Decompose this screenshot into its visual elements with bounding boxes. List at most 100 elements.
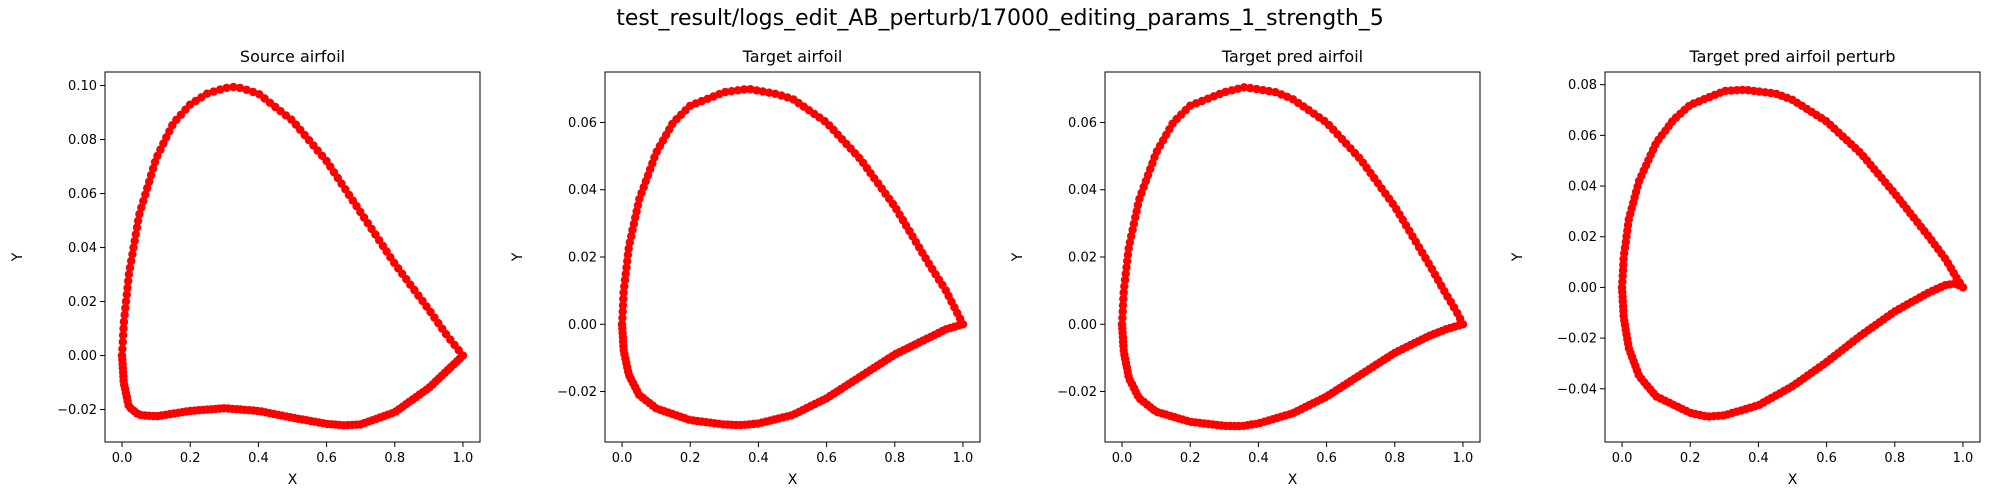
x-axis-label: X bbox=[1288, 472, 1298, 488]
x-tick-label: 1.0 bbox=[1953, 451, 1974, 466]
x-tick-label: 0.8 bbox=[1884, 451, 1905, 466]
y-tick-label: 0.02 bbox=[1068, 251, 1097, 266]
data-point bbox=[619, 288, 628, 297]
data-point bbox=[1118, 301, 1128, 310]
data-point bbox=[624, 244, 633, 253]
y-tick-label: 0.06 bbox=[68, 187, 97, 202]
x-tick-label: 0.8 bbox=[384, 451, 405, 466]
chart-title: Target pred airfoil perturb bbox=[1688, 47, 1895, 66]
data-point bbox=[118, 337, 128, 347]
data-point bbox=[132, 223, 142, 232]
figure-title: test_result/logs_edit_AB_perturb/17000_e… bbox=[616, 6, 1384, 31]
chart-title: Source airfoil bbox=[240, 47, 345, 66]
y-tick-label: 0.02 bbox=[68, 295, 97, 310]
y-tick-label: −0.02 bbox=[1557, 332, 1597, 347]
data-point bbox=[222, 83, 231, 93]
y-tick-label: 0.04 bbox=[1568, 180, 1597, 195]
y-tick-label: −0.02 bbox=[1057, 385, 1097, 400]
x-tick-label: 0.0 bbox=[1612, 451, 1633, 466]
data-point bbox=[1122, 263, 1131, 272]
data-point bbox=[1120, 275, 1130, 285]
data-point bbox=[137, 203, 146, 212]
data-point bbox=[1121, 269, 1130, 278]
data-point bbox=[618, 313, 627, 323]
x-tick-label: 0.0 bbox=[112, 451, 133, 466]
y-tick-label: 0.04 bbox=[568, 183, 597, 198]
data-point bbox=[764, 88, 774, 97]
data-point bbox=[235, 83, 245, 93]
y-axis-label: Y bbox=[1510, 252, 1526, 262]
data-point bbox=[139, 196, 148, 206]
data-point bbox=[135, 209, 144, 219]
data-point bbox=[623, 250, 633, 260]
x-tick-label: 1.0 bbox=[1453, 451, 1474, 466]
x-tick-label: 0.8 bbox=[884, 451, 905, 466]
y-tick-label: 0.02 bbox=[1568, 230, 1597, 245]
y-tick-label: 0.00 bbox=[568, 318, 597, 333]
y-tick-label: 0.04 bbox=[1068, 183, 1097, 198]
y-tick-label: 0.00 bbox=[1068, 318, 1097, 333]
data-point bbox=[758, 87, 767, 96]
data-point bbox=[215, 85, 225, 94]
data-point bbox=[619, 294, 628, 304]
x-tick-label: 0.0 bbox=[1112, 451, 1133, 466]
airfoil-series bbox=[117, 82, 468, 430]
airfoil-series bbox=[1617, 85, 1968, 421]
x-tick-label: 1.0 bbox=[453, 451, 474, 466]
data-point bbox=[739, 85, 749, 94]
data-point bbox=[150, 157, 160, 167]
chart-target-pred-airfoil: Target pred airfoil 0.0 0.2 0.4 0.6 0.8 1.0 −0.… bbox=[1010, 47, 1481, 488]
data-point bbox=[130, 236, 139, 246]
data-point bbox=[1264, 86, 1274, 96]
data-point bbox=[122, 290, 131, 299]
data-point bbox=[1123, 250, 1133, 259]
x-tick-label: 1.0 bbox=[953, 451, 974, 466]
y-tick-label: −0.02 bbox=[557, 385, 597, 400]
y-axis-label: Y bbox=[510, 252, 526, 262]
data-point bbox=[148, 164, 158, 173]
data-point bbox=[1239, 83, 1249, 92]
data-point bbox=[1118, 313, 1127, 323]
x-tick-label: 0.2 bbox=[1180, 451, 1201, 466]
data-point bbox=[124, 276, 133, 286]
x-tick-label: 0.6 bbox=[1316, 451, 1337, 466]
x-axis-label: X bbox=[788, 472, 798, 488]
data-point bbox=[121, 297, 131, 306]
data-point bbox=[623, 257, 632, 266]
axes-frame bbox=[1604, 71, 1981, 443]
data-point bbox=[1258, 85, 1268, 95]
data-point bbox=[118, 344, 127, 353]
x-tick-label: 0.2 bbox=[1680, 451, 1701, 466]
data-point bbox=[124, 270, 134, 279]
data-point bbox=[145, 177, 154, 186]
x-tick-label: 0.4 bbox=[1248, 451, 1269, 466]
data-point bbox=[143, 183, 152, 193]
x-axis-label: X bbox=[1788, 472, 1798, 488]
y-tick-label: 0.04 bbox=[68, 241, 97, 256]
y-tick-label: 0.08 bbox=[68, 133, 97, 148]
data-point bbox=[125, 263, 135, 272]
data-point bbox=[1119, 294, 1128, 304]
data-point bbox=[1252, 84, 1261, 94]
x-tick-label: 0.8 bbox=[1384, 451, 1405, 466]
chart-title: Target airfoil bbox=[742, 47, 843, 66]
data-point bbox=[621, 269, 630, 278]
x-axis-label: X bbox=[288, 472, 298, 488]
data-point bbox=[620, 275, 630, 285]
data-point bbox=[733, 86, 742, 95]
data-point bbox=[727, 87, 736, 96]
axes-frame bbox=[104, 71, 481, 443]
data-point bbox=[119, 324, 128, 333]
data-point bbox=[118, 331, 128, 340]
data-point bbox=[121, 303, 130, 313]
data-point bbox=[620, 282, 629, 291]
y-tick-label: 0.02 bbox=[568, 251, 597, 266]
data-point bbox=[1118, 307, 1127, 316]
data-point bbox=[1246, 83, 1255, 93]
airfoil-line bbox=[1620, 88, 1965, 418]
y-tick-label: −0.02 bbox=[57, 403, 97, 418]
data-point bbox=[133, 216, 143, 225]
data-point bbox=[618, 301, 628, 310]
y-tick-label: −0.04 bbox=[1557, 382, 1597, 397]
data-point bbox=[127, 256, 136, 266]
